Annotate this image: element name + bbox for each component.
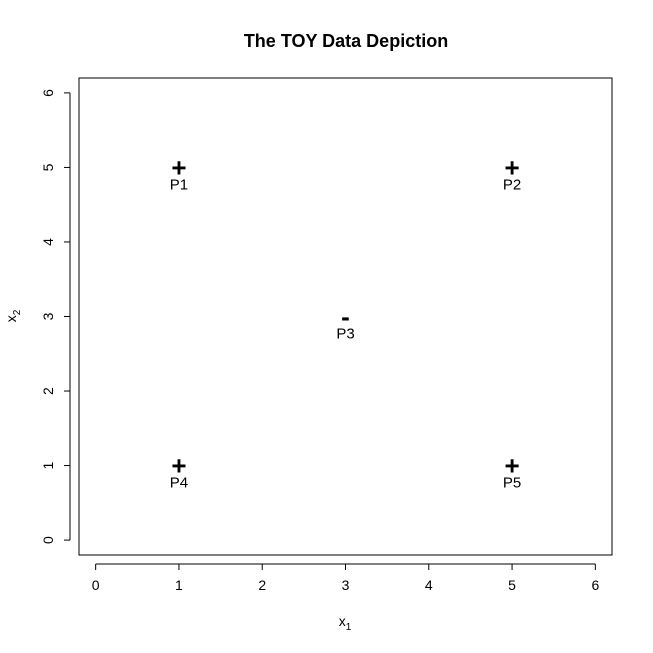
y-axis-label: x2 xyxy=(3,309,23,322)
x-tick-label: 4 xyxy=(425,577,433,593)
point-label-p3: P3 xyxy=(336,326,354,343)
y-tick-label: 3 xyxy=(40,312,56,320)
data-points: +P1+P2-P3+P4+P5 xyxy=(170,152,521,491)
point-marker-p3: - xyxy=(341,302,350,332)
point-marker-p4: + xyxy=(171,451,186,481)
y-tick-label: 4 xyxy=(40,238,56,246)
y-tick-label: 0 xyxy=(40,536,56,544)
x-tick-label: 0 xyxy=(92,577,100,593)
x-axis: 0 1 2 3 4 5 6 xyxy=(92,563,599,593)
point-marker-p5: + xyxy=(504,451,519,481)
y-axis-label-base: x xyxy=(3,315,19,322)
y-axis-label-subscript: 2 xyxy=(12,309,23,315)
point-marker-p2: + xyxy=(504,152,519,182)
y-axis: 0 1 2 3 4 5 6 xyxy=(40,89,71,544)
chart-title: The TOY Data Depiction xyxy=(244,31,448,51)
x-tick-label: 2 xyxy=(258,577,266,593)
x-tick-label: 1 xyxy=(175,577,183,593)
x-tick-label: 6 xyxy=(591,577,599,593)
y-tick-label: 6 xyxy=(40,89,56,97)
x-tick-label: 5 xyxy=(508,577,516,593)
point-label-p1: P1 xyxy=(170,176,188,193)
y-tick-label: 1 xyxy=(40,461,56,469)
x-axis-label: x1 xyxy=(339,613,352,633)
point-marker-p1: + xyxy=(171,152,186,182)
plot-frame xyxy=(78,77,613,556)
point-label-p4: P4 xyxy=(170,475,188,492)
x-axis-label-base: x xyxy=(339,613,346,629)
y-tick-label: 2 xyxy=(40,387,56,395)
point-label-p5: P5 xyxy=(503,475,521,492)
point-label-p2: P2 xyxy=(503,176,521,193)
x-tick-label: 3 xyxy=(342,577,350,593)
y-tick-label: 5 xyxy=(40,163,56,171)
x-axis-label-subscript: 1 xyxy=(346,622,352,633)
